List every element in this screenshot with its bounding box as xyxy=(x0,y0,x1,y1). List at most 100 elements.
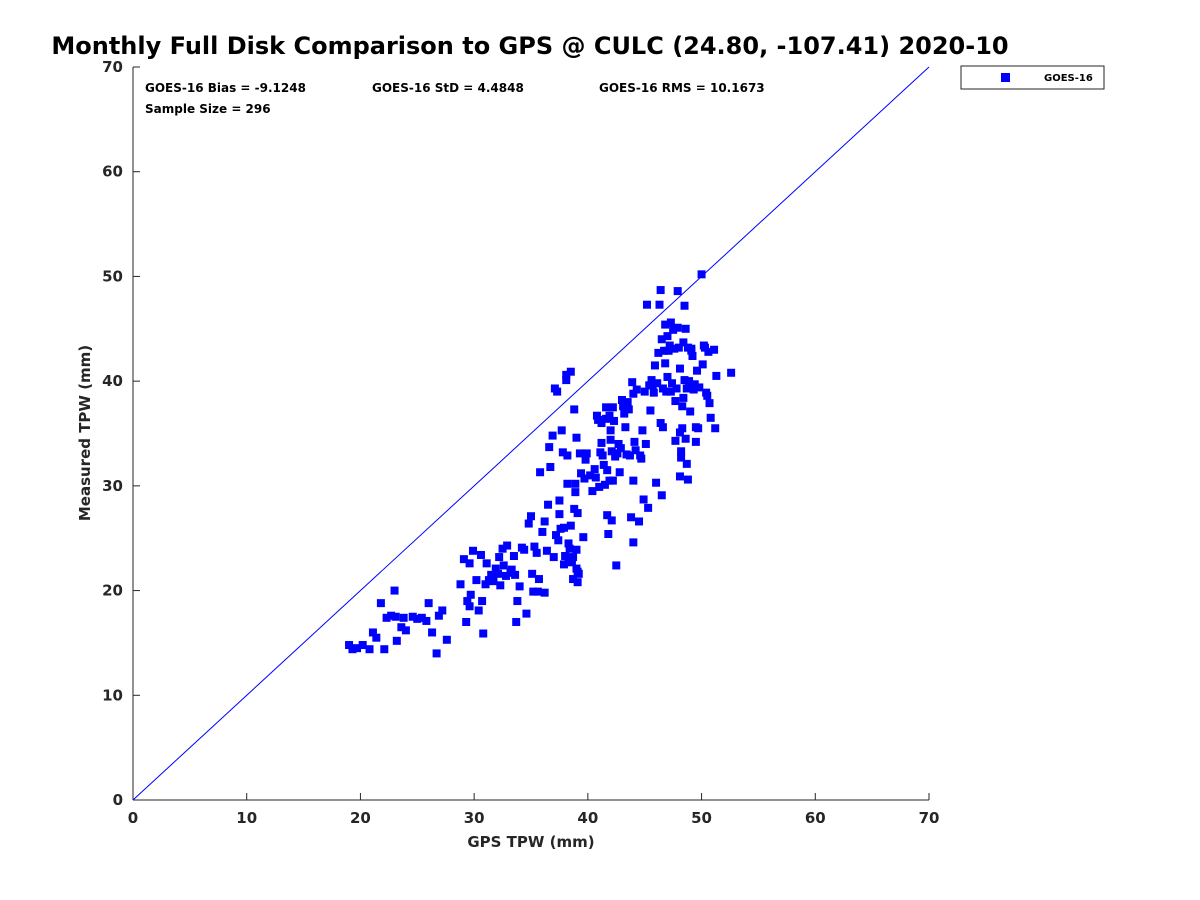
data-point xyxy=(564,554,573,563)
data-point xyxy=(710,345,719,354)
data-point xyxy=(520,545,529,554)
data-point xyxy=(700,343,709,352)
data-point xyxy=(697,270,706,279)
data-point xyxy=(606,426,615,435)
data-point xyxy=(545,443,554,452)
data-point xyxy=(562,376,571,385)
data-point xyxy=(563,479,572,488)
rms-annotation: GOES-16 RMS = 10.1673 xyxy=(599,81,765,95)
legend-marker xyxy=(1001,73,1010,82)
data-point xyxy=(574,569,583,578)
data-point xyxy=(544,500,553,509)
data-point xyxy=(491,564,500,573)
data-point xyxy=(592,411,601,420)
data-point xyxy=(685,377,694,386)
data-point xyxy=(372,633,381,642)
data-point xyxy=(588,487,597,496)
data-point xyxy=(494,569,503,578)
data-point xyxy=(582,449,591,458)
data-point xyxy=(698,360,707,369)
data-point xyxy=(542,546,551,555)
data-point xyxy=(704,347,713,356)
data-point xyxy=(672,384,681,393)
data-point xyxy=(571,488,580,497)
data-point xyxy=(681,324,690,333)
data-point xyxy=(660,346,669,355)
data-point xyxy=(428,628,437,637)
data-point xyxy=(590,465,599,474)
plot-area: 0 10 20 30 40 50 60 70 0 10 20 30 40 50 60 70 xyxy=(102,58,939,827)
data-point xyxy=(712,371,721,380)
data-point xyxy=(345,641,354,650)
std-annotation: GOES-16 StD = 4.4848 xyxy=(372,81,524,95)
data-point xyxy=(666,318,675,327)
data-point xyxy=(635,517,644,526)
data-point xyxy=(434,611,443,620)
data-point xyxy=(663,332,672,341)
data-point xyxy=(581,455,590,464)
data-point xyxy=(469,546,478,555)
data-point xyxy=(579,533,588,542)
data-point xyxy=(558,448,567,457)
data-point xyxy=(671,436,680,445)
data-point xyxy=(656,286,665,295)
data-point xyxy=(569,575,578,584)
data-point xyxy=(524,519,533,528)
data-point xyxy=(694,424,703,433)
data-point xyxy=(661,320,670,329)
x-tick-label: 10 xyxy=(236,809,257,827)
data-point xyxy=(603,511,612,520)
x-tick-label: 40 xyxy=(577,809,598,827)
data-point xyxy=(554,536,563,545)
x-axis-label: GPS TPW (mm) xyxy=(467,833,594,851)
data-point xyxy=(456,580,465,589)
data-point xyxy=(655,300,664,309)
x-tick-label: 0 xyxy=(128,809,138,827)
data-point xyxy=(376,599,385,608)
data-point xyxy=(534,575,543,584)
data-point xyxy=(607,447,616,456)
data-point xyxy=(690,380,699,389)
data-point xyxy=(693,366,702,375)
data-point xyxy=(563,451,572,460)
data-point xyxy=(610,416,619,425)
data-point xyxy=(565,544,574,553)
data-point xyxy=(706,413,715,422)
data-point xyxy=(546,463,555,472)
data-point xyxy=(391,612,400,621)
data-point xyxy=(390,586,399,595)
data-point xyxy=(559,560,568,569)
data-point xyxy=(555,510,564,519)
data-point xyxy=(413,614,422,623)
data-point xyxy=(666,387,675,396)
data-point xyxy=(465,602,474,611)
data-point xyxy=(657,335,666,344)
data-point xyxy=(681,434,690,443)
data-point xyxy=(527,512,535,521)
data-point xyxy=(512,617,521,626)
data-point xyxy=(602,403,611,412)
data-point xyxy=(638,426,647,435)
data-point xyxy=(705,399,714,408)
data-point xyxy=(463,597,472,606)
data-point xyxy=(570,405,579,414)
data-point xyxy=(647,376,656,385)
data-point xyxy=(481,580,490,589)
data-point xyxy=(482,559,491,568)
legend: GOES-16 xyxy=(960,65,1105,90)
y-tick-label: 0 xyxy=(113,791,123,809)
data-point xyxy=(629,476,638,485)
data-point xyxy=(670,344,679,353)
data-point xyxy=(401,626,410,635)
one-to-one-line xyxy=(132,66,930,801)
x-tick-label: 70 xyxy=(919,809,940,827)
stats-annotations: GOES-16 Bias = -9.1248 GOES-16 StD = 4.4… xyxy=(145,81,765,116)
data-point xyxy=(548,431,557,440)
data-point xyxy=(631,446,640,455)
data-point xyxy=(380,645,389,654)
data-point xyxy=(607,516,616,525)
data-point xyxy=(617,395,626,404)
data-point xyxy=(597,438,606,447)
data-point xyxy=(591,473,600,482)
data-point xyxy=(688,352,697,361)
